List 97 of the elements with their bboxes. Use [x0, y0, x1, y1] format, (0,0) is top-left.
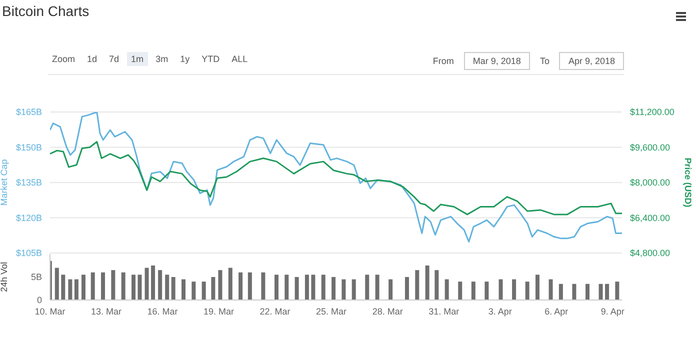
text: 1y [179, 53, 191, 66]
x-tick-label: 28. Mar [372, 306, 403, 316]
text: Mar 9, 2018 [464, 52, 530, 70]
bar [144, 268, 149, 300]
bar [284, 274, 289, 300]
x-tick-label: 16. Mar [147, 306, 178, 316]
bar [342, 279, 346, 300]
bar [192, 282, 196, 300]
bar [294, 277, 299, 300]
bar [375, 274, 380, 300]
line-series [50, 140, 622, 216]
bar [321, 274, 326, 300]
bar [138, 274, 142, 300]
x-tick-label: 31. Mar [428, 306, 460, 316]
text: YTD [200, 53, 221, 66]
y-tick-label: $165B [16, 107, 42, 118]
text: 7d [108, 53, 120, 66]
bar [525, 282, 530, 300]
text: Zoom [51, 53, 76, 66]
x-tick-label: 13. Mar [91, 306, 122, 316]
bar [74, 279, 78, 300]
bar [365, 274, 370, 300]
chart-title: Bitcoin Charts [2, 3, 90, 19]
bar [274, 274, 278, 300]
bar [415, 270, 420, 300]
bar [165, 274, 170, 300]
bar [585, 284, 590, 300]
bar [90, 272, 95, 300]
text: 1m [127, 52, 148, 66]
bar [218, 270, 222, 300]
y2-tick-label: $9,600.00 [630, 142, 670, 152]
bar [558, 284, 563, 300]
bar [61, 274, 66, 300]
text: Apr 9, 2018 [559, 52, 624, 70]
bar [68, 279, 72, 300]
bar [181, 279, 186, 300]
bar [352, 279, 356, 300]
y2-tick-label: $8,000.00 [630, 178, 670, 188]
y-tick-label: $150B [16, 142, 42, 152]
y-tick-label: 5B [30, 272, 42, 282]
bar [121, 272, 126, 300]
bar [535, 274, 540, 300]
bar [158, 270, 162, 300]
x-tick-label: 25. Mar [316, 306, 347, 316]
y2-axis-title: Price (USD) [682, 158, 693, 208]
bar [81, 274, 86, 300]
x-tick-label: 9. Apr [600, 306, 624, 316]
bar [615, 282, 620, 300]
text: To [538, 55, 550, 68]
x-tick-label: 6. Apr [544, 306, 568, 316]
y2-tick-label: $4,800.00 [630, 248, 670, 258]
bar [171, 277, 176, 300]
bar [444, 279, 449, 300]
bar [548, 279, 553, 300]
bar [101, 272, 106, 300]
bar [388, 279, 393, 300]
y-tick-label: $120B [16, 212, 42, 223]
y-tick-label: $135B [16, 178, 42, 188]
y2-tick-label: $6,400.00 [630, 212, 670, 223]
bar [572, 284, 576, 300]
x-tick-label: 22. Mar [260, 306, 290, 316]
text: From [432, 55, 455, 68]
bar [151, 266, 156, 300]
bar [228, 268, 232, 300]
bar [54, 268, 59, 300]
bar [131, 274, 136, 300]
y-axis-title: 24h Vol [0, 262, 10, 292]
text: 3m [154, 53, 170, 66]
bar [425, 266, 430, 300]
bar [484, 282, 489, 300]
bar [311, 274, 316, 300]
bar [605, 284, 610, 300]
bar [498, 279, 503, 300]
text: ALL [230, 53, 249, 66]
text: 1d [86, 53, 98, 66]
bar [248, 272, 252, 300]
x-tick-label: 19. Mar [204, 306, 234, 316]
bar [404, 277, 409, 300]
bar [211, 277, 216, 300]
bar [458, 282, 462, 300]
x-tick-label: 10. Mar [34, 306, 66, 316]
y-tick-label: 0 [36, 295, 42, 306]
bar [261, 272, 266, 300]
bar [304, 274, 309, 300]
y-tick-label: $105B [16, 248, 42, 258]
y2-tick-label: $11,200.00 [630, 107, 674, 118]
bar [238, 272, 243, 300]
bar [202, 282, 206, 300]
bar [332, 277, 336, 300]
bar [434, 270, 439, 300]
y-axis-title: Market Cap [0, 159, 10, 206]
bar [471, 282, 476, 300]
bar [598, 284, 603, 300]
bar [111, 270, 116, 300]
x-tick-label: 3. Apr [488, 306, 512, 316]
line-series [50, 112, 622, 242]
bar [512, 279, 516, 300]
